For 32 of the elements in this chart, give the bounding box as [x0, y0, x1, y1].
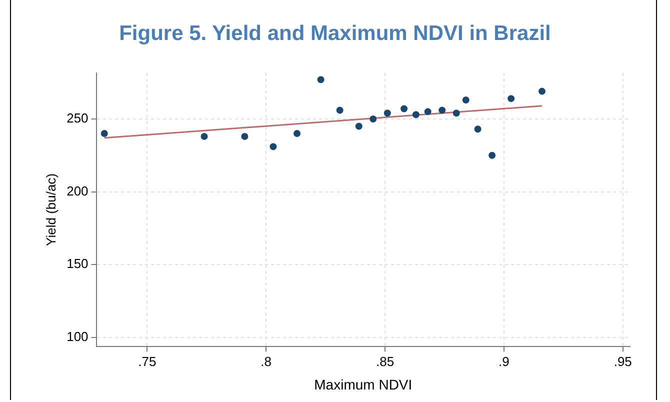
x-axis-title: Maximum NDVI — [314, 376, 412, 392]
point — [400, 105, 408, 112]
chart-title: Figure 5. Yield and Maximum NDVI in Brazil — [118, 22, 552, 46]
point — [370, 115, 377, 122]
point — [508, 95, 515, 102]
x-tick-label: .8 — [260, 354, 272, 369]
y-axis-title: Yield (bu/ac) — [43, 173, 58, 246]
point — [424, 108, 432, 116]
point — [336, 106, 344, 114]
point — [355, 122, 362, 130]
y-tick-label: 250 — [66, 110, 88, 126]
point — [384, 110, 391, 117]
point — [200, 132, 208, 140]
point — [241, 132, 248, 140]
x-tick-label: .9 — [498, 354, 510, 369]
point — [452, 110, 460, 117]
x-tick-label: .85 — [376, 354, 394, 369]
point — [474, 126, 482, 133]
x-tick-label: .75 — [138, 354, 156, 369]
point — [294, 130, 301, 138]
y-tick-label: 100 — [66, 329, 88, 344]
point — [412, 111, 420, 118]
point — [488, 152, 496, 159]
y-tick-label: 200 — [66, 183, 88, 198]
x-tick-label: .95 — [614, 354, 632, 369]
point — [538, 88, 546, 95]
point — [438, 106, 446, 114]
point — [270, 143, 277, 150]
y-tick-label: 150 — [66, 256, 88, 272]
point — [100, 130, 108, 138]
point — [317, 76, 324, 84]
point — [462, 96, 470, 104]
